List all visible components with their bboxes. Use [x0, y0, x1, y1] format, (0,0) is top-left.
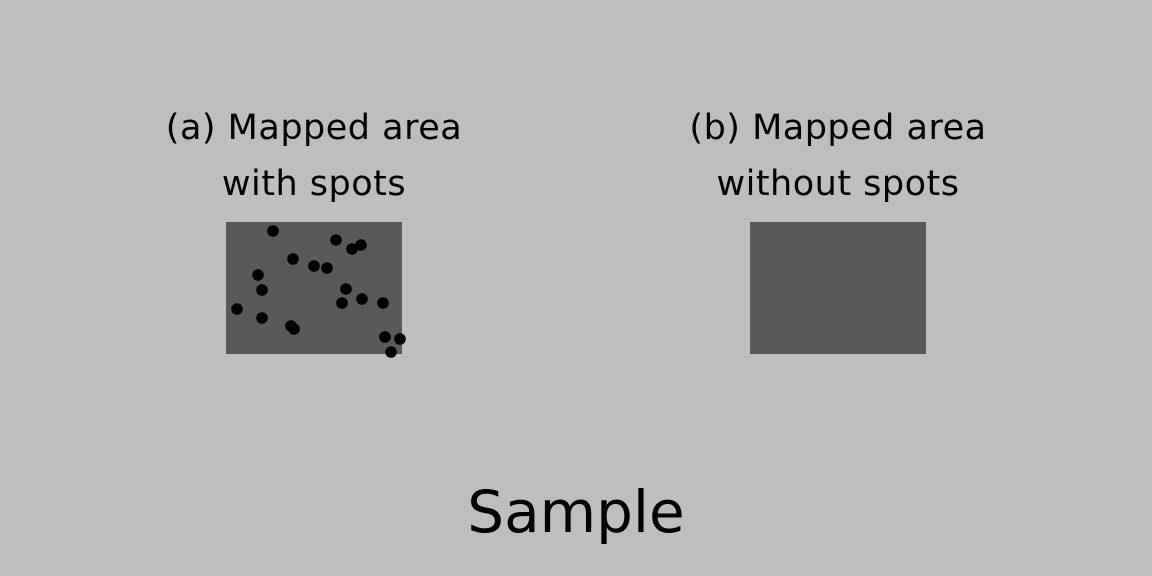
- mapped-area-with-spots: [226, 222, 402, 354]
- panel-a-title-line1: (a) Mapped area: [165, 108, 463, 148]
- mapped-area-without-spots: [750, 222, 926, 354]
- panel-a-title-line2: with spots: [221, 164, 407, 204]
- panel-b-title-line2: without spots: [716, 164, 960, 204]
- panel-with-spots: (a) Mapped area with spots: [104, 100, 524, 354]
- sample-label: Sample: [467, 478, 685, 546]
- panel-without-spots: (b) Mapped area without spots: [628, 100, 1048, 354]
- panel-b-title-line1: (b) Mapped area: [689, 108, 987, 148]
